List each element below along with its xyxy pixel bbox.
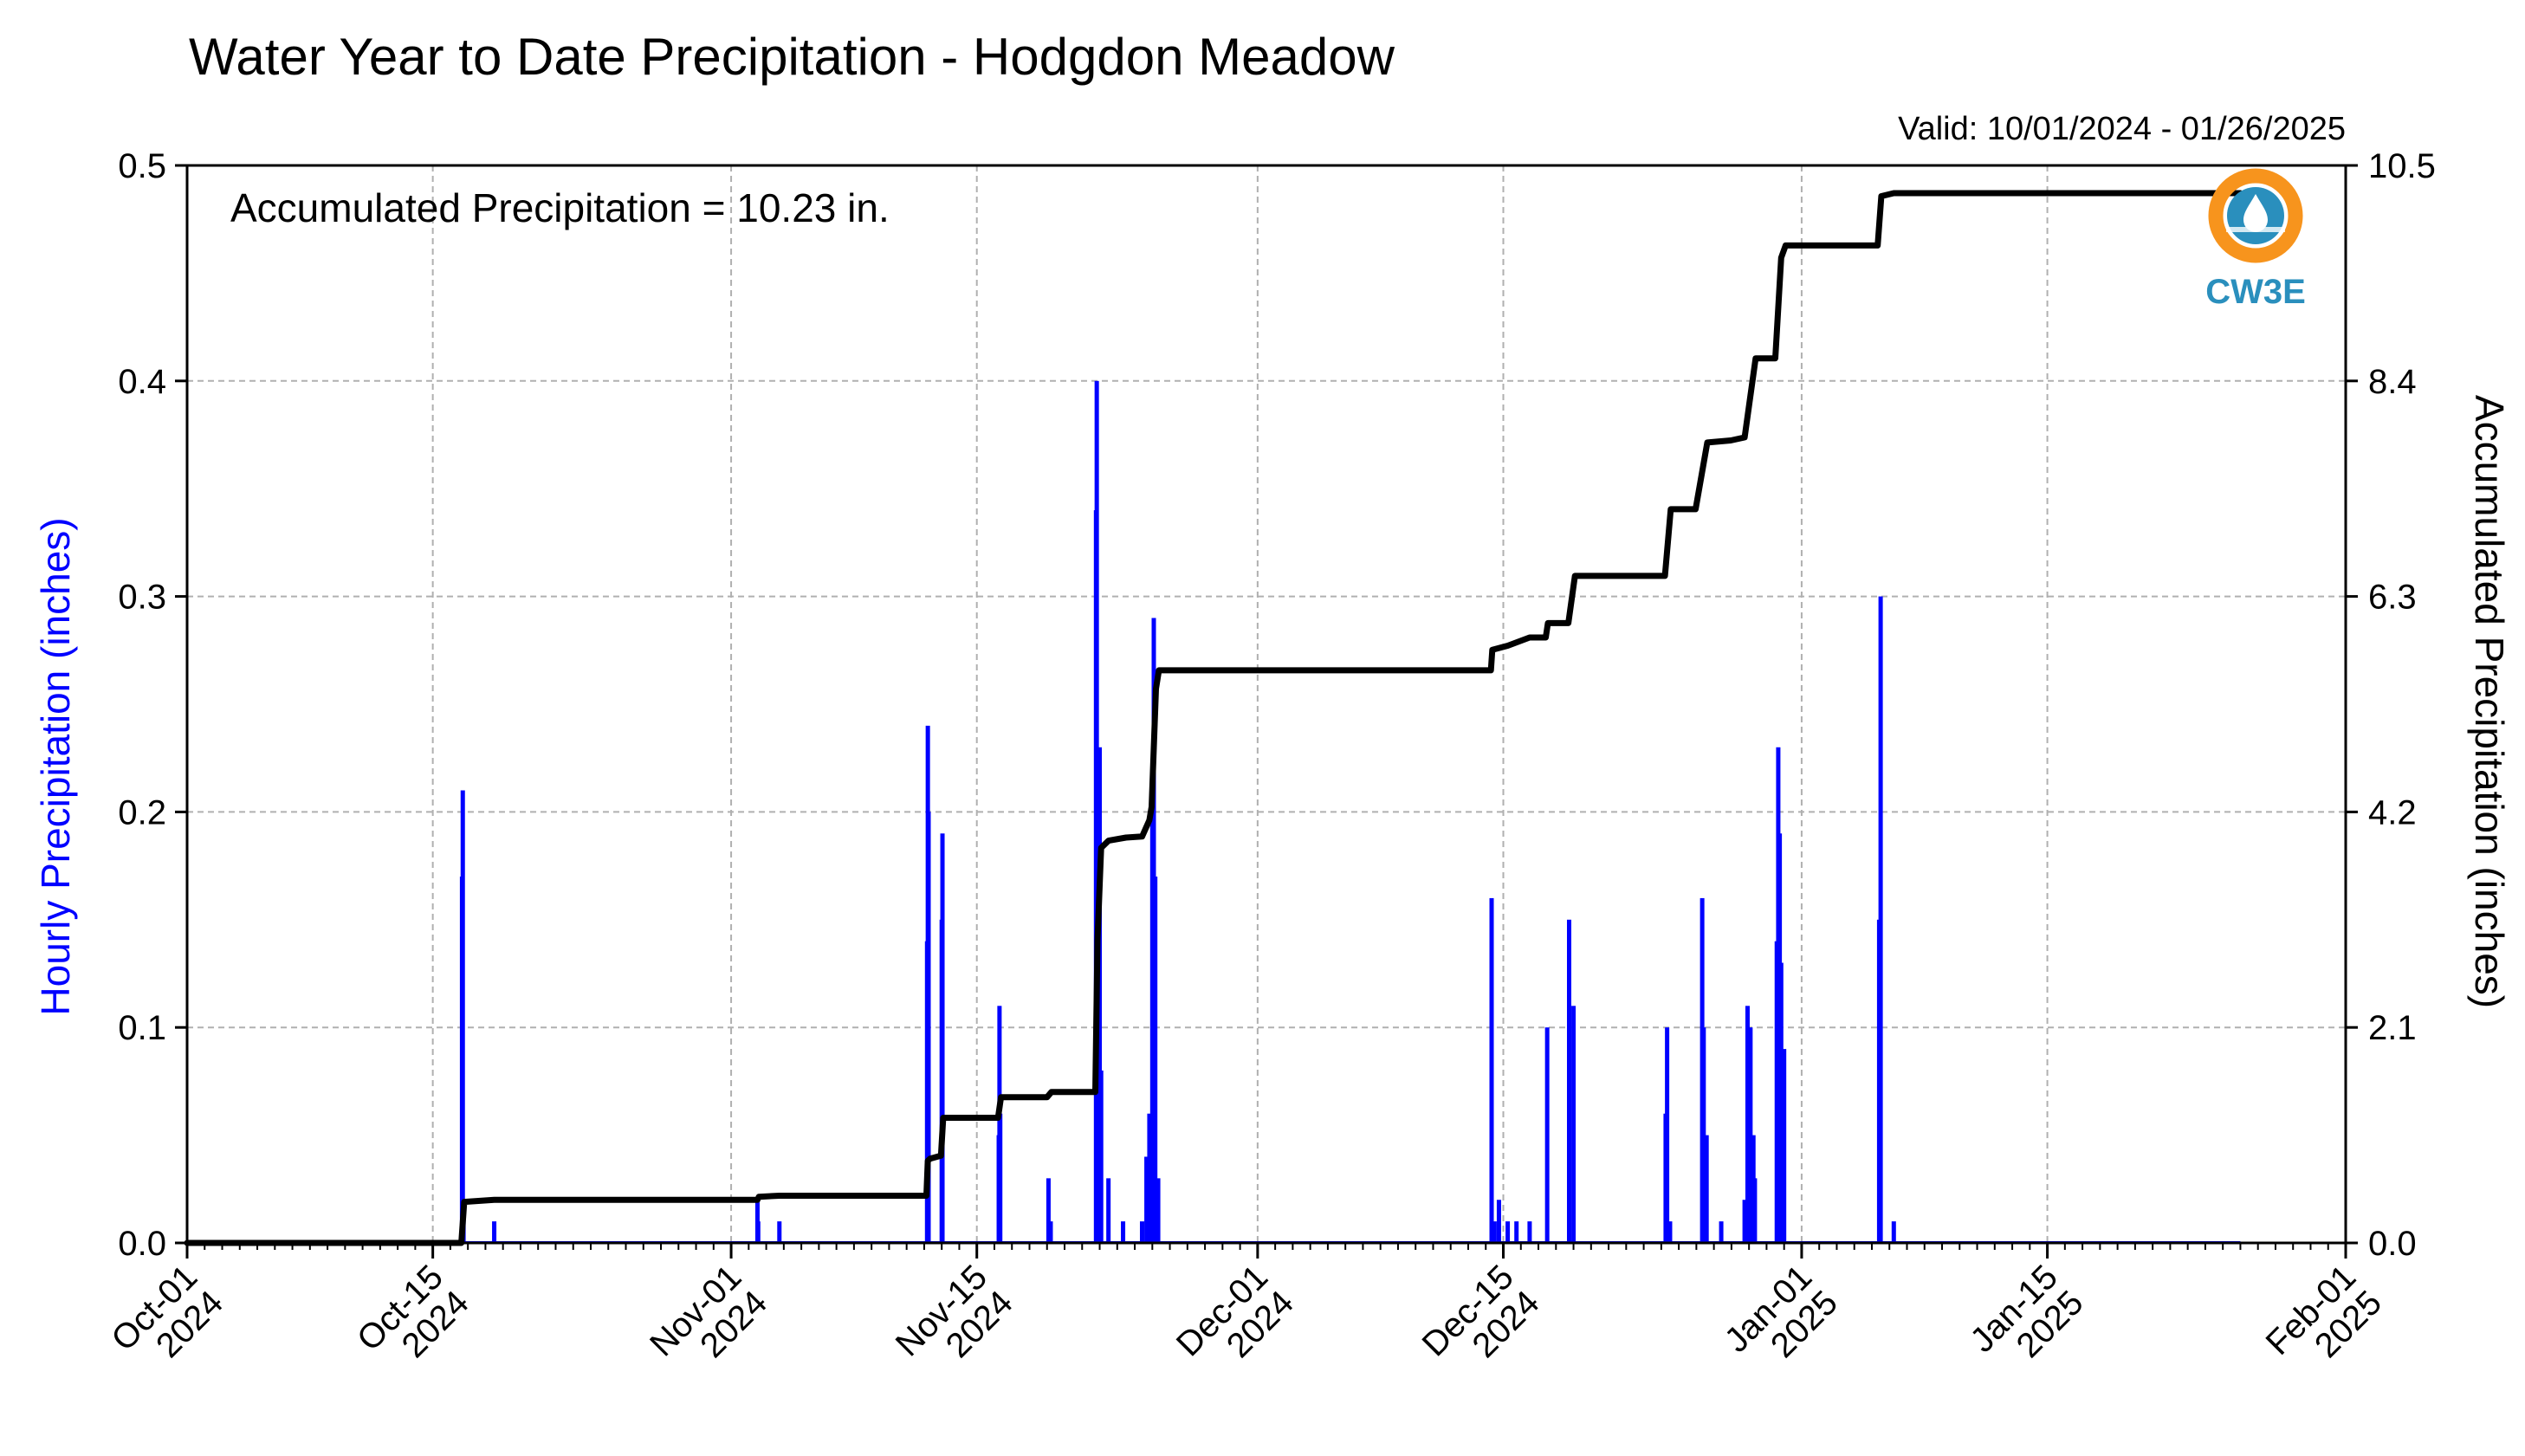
y-tick-label-left: 0.1: [118, 1009, 166, 1047]
y-tick-label-left: 0.0: [118, 1225, 166, 1263]
hourly-bar: [1571, 1006, 1577, 1243]
hourly-bar: [1046, 1178, 1051, 1243]
logo-text: CW3E: [2205, 273, 2306, 311]
hourly-bar: [1742, 1200, 1747, 1243]
hourly-bar: [1496, 1200, 1501, 1243]
y-tick-label-right: 4.2: [2368, 793, 2417, 832]
hourly-bar: [1098, 1070, 1104, 1243]
logo-water-drop-icon: [2243, 194, 2268, 232]
hourly-bar: [1144, 1156, 1149, 1243]
hourly-bar: [1745, 1006, 1750, 1243]
y-tick-label-right: 10.5: [2368, 147, 2436, 185]
y-tick-label-left: 0.5: [118, 147, 166, 185]
hourly-bar: [1505, 1221, 1511, 1243]
hourly-bar: [1782, 1049, 1787, 1243]
hourly-bar: [1667, 1221, 1673, 1243]
accumulated-precip-line: [184, 190, 2243, 1246]
y-tick-label-left: 0.2: [118, 793, 166, 832]
hourly-bar: [1489, 897, 1494, 1243]
logo-wave-band: [2226, 227, 2285, 232]
hourly-bar: [1878, 596, 1883, 1243]
hourly-bar: [1778, 962, 1784, 1243]
hourly-bar: [998, 1113, 1003, 1243]
y-tick-label-right: 0.0: [2368, 1225, 2417, 1263]
accumulated-line-layer: [184, 190, 2243, 1246]
hourly-bar: [1719, 1221, 1724, 1243]
hourly-bar: [1121, 1221, 1126, 1243]
chart-title: Water Year to Date Precipitation - Hodgd…: [189, 28, 1395, 86]
hourly-bar: [1544, 1027, 1550, 1243]
hourly-bar: [1665, 1027, 1670, 1243]
hourly-bars: [187, 380, 2241, 1243]
y-tick-label-right: 6.3: [2368, 579, 2417, 617]
hourly-bar: [1752, 1178, 1758, 1243]
y-tick-label-right: 8.4: [2368, 363, 2417, 401]
hourly-bar: [1748, 1027, 1753, 1243]
accumulated-annotation: Accumulated Precipitation = 10.23 in.: [230, 185, 890, 230]
hourly-bar: [492, 1221, 497, 1243]
hourly-bar: [1153, 877, 1158, 1243]
y-axis-label-left: Hourly Precipitation (inches): [33, 517, 78, 1015]
hourly-bar: [926, 812, 931, 1243]
hourly-bar: [1891, 1221, 1896, 1243]
y-tick-label-right: 2.1: [2368, 1009, 2417, 1047]
hourly-bar: [755, 1221, 761, 1243]
hourly-bar: [940, 833, 945, 1243]
hourly-bar: [1527, 1221, 1532, 1243]
y-axis-label-right: Accumulated Precipitation (inches): [2467, 395, 2512, 1008]
y-tick-label-left: 0.4: [118, 363, 166, 401]
hourly-bar: [460, 790, 465, 1243]
hourly-bar: [1704, 1135, 1709, 1243]
hourly-bar: [1147, 1113, 1152, 1243]
hourly-bar: [1156, 1178, 1161, 1243]
chart-subtitle: Valid: 10/01/2024 - 01/26/2025: [1898, 111, 2346, 147]
hourly-bar: [777, 1221, 782, 1243]
hourly-bar: [1701, 1027, 1706, 1243]
grid-layer: [187, 165, 2346, 1243]
hourly-bar: [1566, 919, 1571, 1243]
cw3e-logo: CW3E: [2205, 168, 2306, 311]
hourly-bar: [1048, 1221, 1053, 1243]
hourly-bar: [1106, 1178, 1111, 1243]
hourly-bar: [1492, 1221, 1497, 1243]
y-tick-label-left: 0.3: [118, 579, 166, 617]
hourly-bar: [1139, 1221, 1144, 1243]
plot-frame: [185, 164, 2347, 1245]
logo-ring-orange: [2208, 168, 2303, 263]
hourly-bar: [1514, 1221, 1519, 1243]
axes-layer: 0.0 0.1 0.2 0.3 0.4 0.5 0.0 2.1 4.2 6.3 8.4 10.5 Oct…: [104, 147, 2436, 1365]
